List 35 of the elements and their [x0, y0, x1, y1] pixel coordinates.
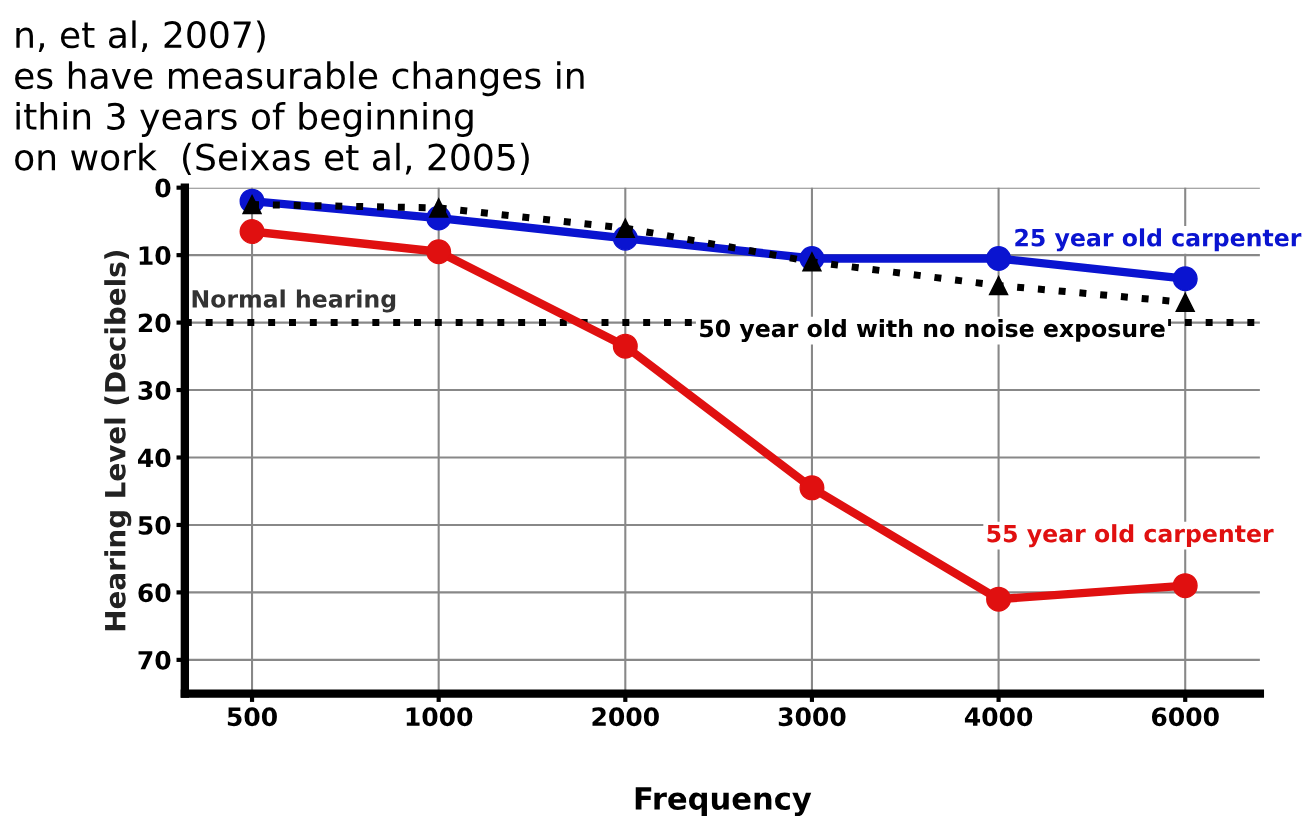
series-label: 25 year old carpenter: [1015, 228, 1302, 252]
point: [988, 275, 1009, 296]
text: es have measurable changes in: [15, 61, 584, 97]
point: [1175, 292, 1195, 313]
x-axis-title: Frequency: [635, 787, 812, 816]
x-tick-label: 6000: [1151, 707, 1219, 727]
y-tick-label: 60: [138, 583, 171, 603]
point: [1172, 573, 1198, 599]
y-axis-title: Hearing Level (Decibels): [104, 250, 132, 631]
x-tick-label: 4000: [964, 707, 1033, 727]
point: [615, 218, 636, 238]
point: [1172, 266, 1198, 292]
text: ithin 3 years of beginning: [16, 102, 473, 137]
x-tick-label: 500: [227, 707, 277, 727]
series-label: 55 year old carpenter: [987, 524, 1274, 548]
y-tick-label: 10: [139, 246, 171, 265]
point: [986, 586, 1012, 612]
text: on work (Seixas et al, 2005): [15, 142, 529, 175]
x-tick-label: 3000: [778, 707, 846, 727]
x-tick-label: 2000: [592, 707, 659, 727]
x-tick-label: 1000: [406, 707, 473, 727]
point: [612, 333, 638, 359]
y-tick-label: 0: [155, 178, 171, 198]
point: [428, 198, 449, 218]
y-tick-label: 50: [138, 515, 171, 535]
series-label: 50 year old with no noise exposure: [700, 319, 1165, 343]
y-tick-label: 70: [138, 650, 171, 670]
point: [799, 475, 825, 501]
point: [426, 239, 452, 265]
y-tick-label: 20: [138, 313, 171, 333]
y-tick-label: 30: [138, 380, 171, 400]
y-tick-label: 40: [137, 448, 171, 468]
text: n, et al, 2007): [16, 20, 265, 53]
point: [239, 219, 265, 245]
point: [986, 246, 1012, 272]
